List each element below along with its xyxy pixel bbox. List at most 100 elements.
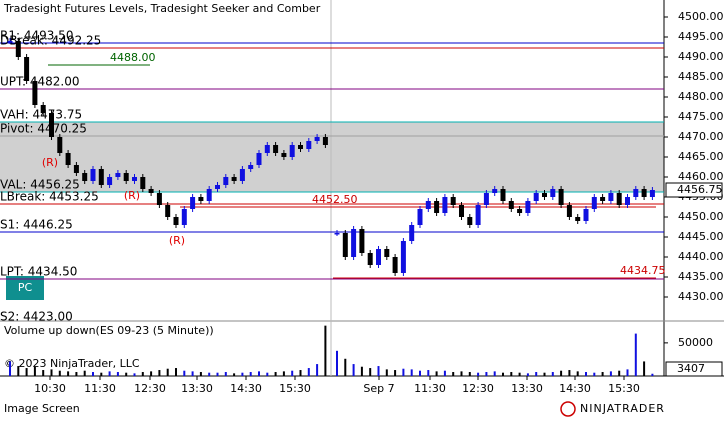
level-label: LPT: 4434.50 [0,265,77,279]
volume-bar [108,371,111,376]
candle [367,253,373,265]
candle [450,197,456,205]
volume-bar [336,350,338,376]
volume-bar [141,372,144,376]
volume-bar [116,372,119,376]
candle [566,205,572,217]
volume-bar [266,372,269,376]
candle [306,141,312,149]
volume-bar [435,371,438,376]
volume-bar [410,369,413,376]
chart-title: Tradesight Futures Levels, Tradesight Se… [3,2,321,15]
volume-bar [419,370,421,376]
volume-bar [42,370,45,376]
volume-bar [324,325,327,376]
candle [173,217,179,225]
candle [32,81,38,105]
volume-bar [609,371,612,376]
candle [289,145,295,157]
candle [583,209,589,221]
candle [73,165,79,173]
candle [575,217,581,221]
volume-bar [477,372,480,376]
level-label: LBreak: 4453.25 [0,190,99,204]
volume-bar [75,372,78,376]
candle [409,225,415,241]
candle [475,205,481,225]
y-tick-label: 4435.00 [678,270,724,283]
price-label: 4452.50 [312,193,358,206]
volume-bar [560,370,563,376]
candle [206,189,212,201]
volume-bar [369,368,372,376]
volume-bar [17,366,20,376]
x-tick-label: 13:30 [511,382,543,395]
volume-bar [150,371,153,376]
volume-bar [460,371,463,376]
level-label: S2: 4423.00 [0,310,73,324]
candle [7,41,13,43]
volume-bar [241,372,244,376]
candle [641,189,647,197]
volume-bar [58,370,61,376]
volume-bar [601,372,604,376]
candle [98,169,104,185]
candle [550,189,556,197]
volume-bar [258,371,260,376]
level-label: S1: 4446.25 [0,218,73,232]
volume-bar [360,366,363,376]
volume-bar [502,372,504,376]
level-label: VAH: 4473.75 [0,108,82,122]
candle [558,189,564,205]
candle [298,145,303,149]
volume-bar [551,372,554,376]
candle [467,217,473,225]
candle [123,173,129,181]
x-tick-label: 11:30 [414,382,446,395]
candle [384,249,390,257]
candle [40,105,46,113]
volume-bar [510,372,513,376]
pc-button-box[interactable] [6,276,44,300]
y-tick-label: 4465.00 [678,150,724,163]
volume-bar [25,368,28,376]
candle [492,189,498,193]
y-tick-label: 4460.00 [678,170,724,183]
volume-bar [543,372,546,376]
volume-bar [33,366,36,376]
y-tick-label: 4490.00 [678,50,724,63]
candle [542,193,547,197]
candle [115,173,121,177]
candle [322,137,328,145]
volume-bar [100,372,103,376]
volume-bar [50,369,53,376]
candle [649,190,655,197]
volume-bar [626,369,629,376]
x-tick-label: 14:30 [230,382,262,395]
y-tick-label: 4440.00 [678,250,724,263]
last-price-label: 4456.75 [677,183,723,196]
candle [334,233,340,235]
candle [608,193,614,201]
volume-bar [518,372,521,376]
candle [256,153,262,165]
candle [107,177,113,185]
y-tick-label: 4485.00 [678,70,724,83]
pc-button[interactable]: PC [6,276,44,300]
candle [600,197,606,201]
volume-bar [92,372,94,376]
volume-bar [443,370,446,376]
y-tick-label: 4445.00 [678,230,724,243]
volume-bar [208,372,211,376]
volume-bar [468,372,471,376]
candle [273,145,279,153]
candle [57,137,63,153]
volume-bar [199,372,202,376]
pc-button-label[interactable]: PC [18,281,33,294]
x-tick-label: 14:30 [559,382,591,395]
x-tick-label: 13:30 [181,382,213,395]
volume-bar [618,370,621,376]
candle [483,193,489,205]
volume-bar [183,370,186,376]
volume-bar [282,371,285,376]
